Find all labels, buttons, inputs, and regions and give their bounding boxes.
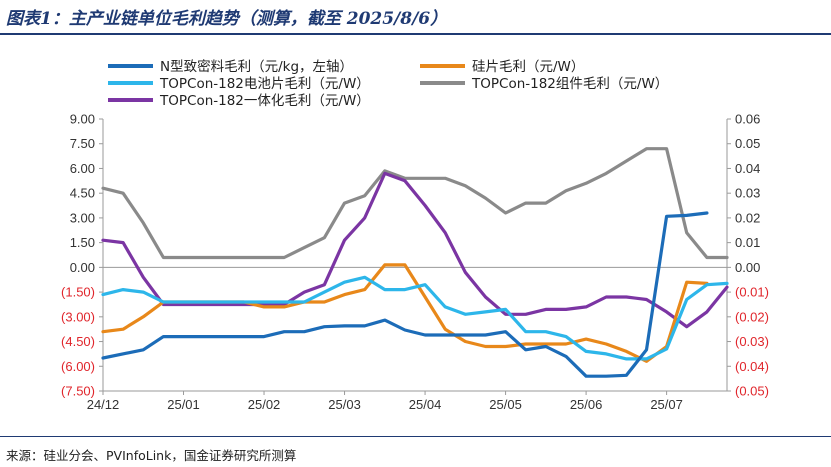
series-line-4 (101, 171, 729, 329)
right-tick-label: (0.03) (735, 334, 769, 349)
series-line-0 (101, 211, 709, 378)
left-tick-label: 6.00 (70, 161, 95, 176)
left-tick-label: 4.50 (70, 186, 95, 201)
left-tick-label: (1.50) (61, 285, 95, 300)
right-tick-label: (0.04) (735, 359, 769, 374)
x-tick-label: 25/04 (409, 397, 442, 412)
left-tick-label: (3.00) (61, 309, 95, 324)
right-tick-label: 0.03 (735, 186, 760, 201)
legend-label: TOPCon-182一体化毛利（元/W） (159, 93, 370, 109)
series-line-2 (101, 275, 729, 361)
left-tick-label: 3.00 (70, 210, 95, 225)
right-tick-label: 0.01 (735, 235, 760, 250)
left-tick-label: 0.00 (70, 260, 95, 275)
right-tick-label: 0.06 (735, 112, 760, 127)
right-tick-label: 0.02 (735, 210, 760, 225)
x-tick-label: 25/06 (570, 397, 603, 412)
left-tick-label: (6.00) (61, 359, 95, 374)
chart-legend: N型致密料毛利（元/kg，左轴） 硅片毛利（元/W） TOPCon-182电池片毛利… (108, 58, 668, 109)
right-tick-label: 0.05 (735, 136, 760, 151)
series-line-3 (101, 147, 729, 260)
left-tick-label: 9.00 (70, 112, 95, 127)
left-tick-label: (4.50) (61, 334, 95, 349)
x-tick-label: 25/03 (328, 397, 361, 412)
legend-label: 硅片毛利（元/W） (472, 59, 584, 75)
title-rule (0, 33, 831, 35)
right-tick-label: 0.04 (735, 161, 760, 176)
chart-axes: 9.00 7.50 6.00 4.50 3.00 1.50 0.00 (1.50) (3.00)… (61, 112, 769, 413)
left-tick-label: (7.50) (61, 384, 95, 399)
series-line-1 (101, 263, 709, 363)
right-tick-label: (0.01) (735, 285, 769, 300)
legend-label: TOPCon-182组件毛利（元/W） (471, 76, 668, 92)
legend-label: N型致密料毛利（元/kg，左轴） (160, 58, 353, 75)
x-tick-label: 25/05 (489, 397, 522, 412)
figure-title: 图表1：主产业链单位毛利趋势（测算，截至 2025/8/6） (6, 9, 448, 29)
right-tick-label: (0.05) (735, 384, 769, 399)
chart-series (101, 147, 729, 378)
x-tick-label: 25/07 (650, 397, 683, 412)
x-tick-label: 24/12 (87, 397, 120, 412)
legend-label: TOPCon-182电池片毛利（元/W） (159, 76, 370, 92)
x-tick-label: 25/01 (167, 397, 200, 412)
right-tick-label: (0.02) (735, 309, 769, 324)
source-note: 来源：硅业分会、PVInfoLink，国金证券研究所测算 (6, 448, 297, 463)
x-tick-label: 25/02 (248, 397, 281, 412)
right-tick-label: 0.00 (735, 260, 760, 275)
footer-rule (0, 436, 831, 437)
left-tick-label: 7.50 (70, 136, 95, 151)
left-tick-label: 1.50 (70, 235, 95, 250)
